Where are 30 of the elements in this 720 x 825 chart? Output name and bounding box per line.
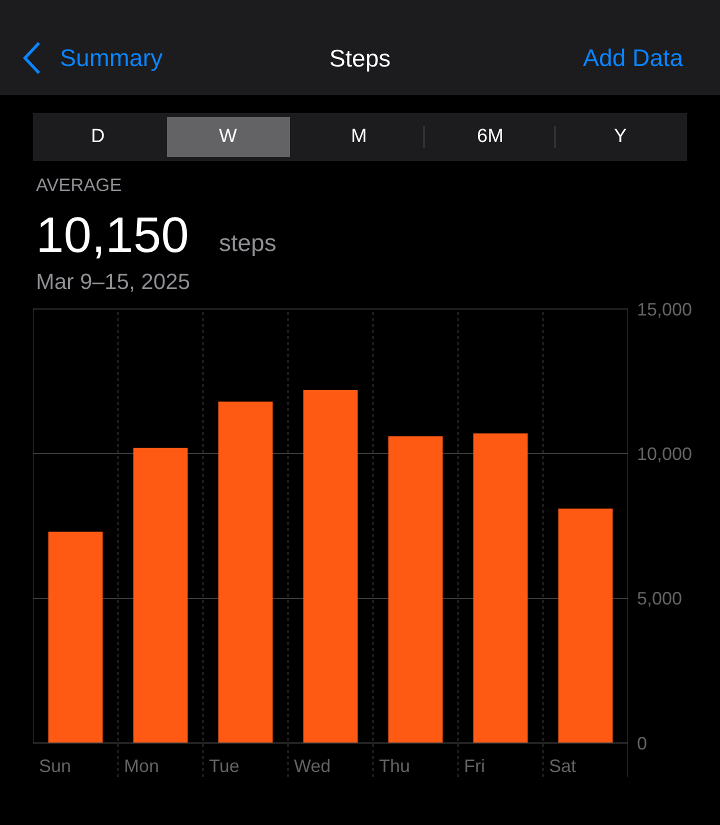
text: D bbox=[91, 126, 105, 147]
x-tick-label: Thu bbox=[379, 756, 410, 776]
x-tick-label: Wed bbox=[294, 756, 331, 776]
x-tick-label: Sun bbox=[39, 756, 72, 776]
bar bbox=[558, 508, 613, 743]
y-tick-label: 15,000 bbox=[637, 299, 692, 320]
chart-subtitle: Mar 9–15, 2025 bbox=[36, 269, 190, 294]
text: M bbox=[351, 126, 367, 147]
bar bbox=[218, 402, 273, 743]
chart-title: Steps bbox=[329, 45, 391, 72]
x-tick-label: Tue bbox=[209, 756, 240, 776]
text: Y bbox=[614, 126, 627, 147]
text: AVERAGE bbox=[36, 175, 122, 195]
bar bbox=[388, 436, 443, 743]
x-tick-label: Fri bbox=[464, 756, 485, 776]
bar bbox=[303, 390, 358, 743]
x-tick-label: Mon bbox=[124, 756, 160, 776]
bar bbox=[473, 433, 528, 743]
y-tick-label: 10,000 bbox=[637, 444, 692, 464]
text: Add Data bbox=[583, 45, 684, 72]
text: 10,150 bbox=[36, 207, 189, 263]
y-tick-label: 0 bbox=[637, 733, 648, 754]
x-tick-label: Sat bbox=[549, 756, 576, 776]
text: Summary bbox=[60, 45, 163, 72]
text: W bbox=[219, 126, 237, 147]
bar bbox=[48, 532, 103, 743]
y-tick-label: 5,000 bbox=[637, 588, 682, 609]
text: 6M bbox=[477, 126, 504, 147]
bar bbox=[133, 448, 188, 743]
text: steps bbox=[219, 230, 276, 257]
